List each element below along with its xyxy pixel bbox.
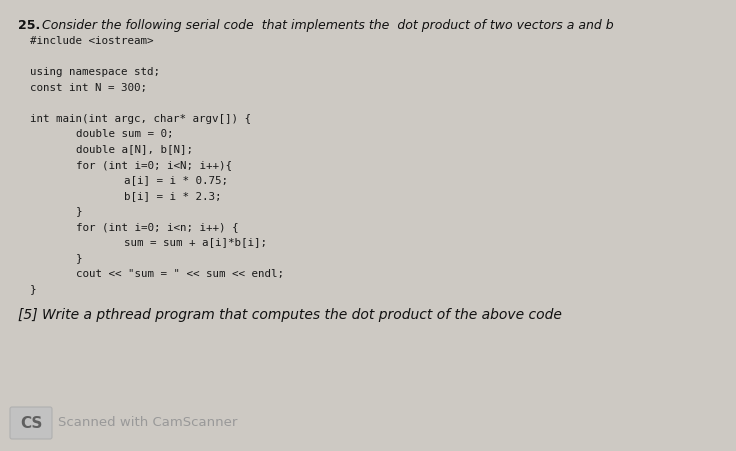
Text: b[i] = i * 2.3;: b[i] = i * 2.3; [72, 191, 222, 201]
Text: cout << "sum = " << sum << endl;: cout << "sum = " << sum << endl; [50, 268, 284, 279]
Text: }: } [50, 207, 82, 216]
Text: Scanned with CamScanner: Scanned with CamScanner [58, 417, 238, 429]
Text: int main(int argc, char* argv[]) {: int main(int argc, char* argv[]) { [30, 114, 251, 124]
Text: 25.: 25. [18, 19, 40, 32]
Text: double a[N], b[N];: double a[N], b[N]; [50, 144, 193, 155]
FancyBboxPatch shape [10, 407, 52, 439]
Text: }: } [50, 253, 82, 263]
Text: CS: CS [20, 415, 42, 431]
Text: const int N = 300;: const int N = 300; [30, 83, 147, 92]
Text: for (int i=0; i<N; i++){: for (int i=0; i<N; i++){ [50, 160, 232, 170]
Text: #include <iostream>: #include <iostream> [30, 36, 154, 46]
Text: for (int i=0; i<n; i++) {: for (int i=0; i<n; i++) { [50, 222, 238, 232]
Text: [5] Write a pthread program that computes the dot product of the above code: [5] Write a pthread program that compute… [18, 308, 562, 322]
Text: double sum = 0;: double sum = 0; [50, 129, 174, 139]
Text: }: } [30, 284, 37, 294]
Text: using namespace std;: using namespace std; [30, 67, 160, 77]
Text: sum = sum + a[i]*b[i];: sum = sum + a[i]*b[i]; [72, 238, 267, 248]
Text: a[i] = i * 0.75;: a[i] = i * 0.75; [72, 175, 228, 185]
Text: Consider the following serial code  that implements the  dot product of two vect: Consider the following serial code that … [42, 19, 614, 32]
